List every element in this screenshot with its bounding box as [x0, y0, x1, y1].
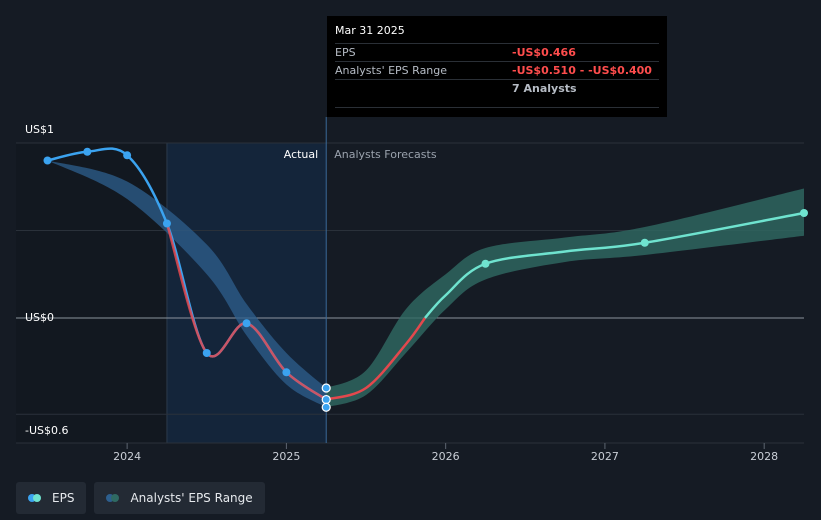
- eps-chart: US$1 US$0 -US$0.6 2024 2025 2026 2027 2028 Actua…: [16, 117, 808, 463]
- eps-point-3: [162, 219, 171, 228]
- eps-forecast-positive-line: [424, 211, 805, 319]
- tooltip-eps-row: EPS -US$0.466: [335, 43, 659, 61]
- eps-point-2: [123, 151, 132, 160]
- y-label-1: US$0: [25, 311, 54, 324]
- eps-dot-icon: [28, 494, 36, 502]
- eps-range-band-forecast: [326, 188, 804, 408]
- eps-point-5: [242, 319, 251, 328]
- y-label-2: -US$0.6: [25, 424, 69, 437]
- legend-eps-label: EPS: [52, 491, 75, 505]
- forecast-point-0: [481, 259, 490, 268]
- x-tick-label-2: 2026: [432, 450, 460, 463]
- tooltip-marker-1: [321, 394, 331, 405]
- legend-range[interactable]: Analysts' EPS Range: [94, 482, 265, 514]
- tooltip-eps-value: -US$0.466: [512, 46, 576, 59]
- y-label-0: US$1: [25, 123, 54, 136]
- tooltip-range-label: Analysts' EPS Range: [335, 64, 448, 77]
- legend-eps[interactable]: EPS: [16, 482, 87, 514]
- x-tick-label-0: 2024: [113, 450, 141, 463]
- x-tick-label-3: 2027: [591, 450, 619, 463]
- highlight-region: [166, 143, 327, 443]
- tooltip-marker-0: [321, 383, 331, 393]
- eps-range-band-past: [47, 160, 327, 408]
- forecast-point-2: [800, 209, 808, 217]
- tooltip-analysts-row: 7 Analysts: [335, 79, 659, 108]
- tooltip: Mar 31 2025 EPS -US$0.466 Analysts' EPS …: [327, 16, 667, 117]
- tooltip-analysts: 7 Analysts: [512, 82, 577, 95]
- x-tick-label-4: 2028: [750, 450, 778, 463]
- legend-range-label: Analysts' EPS Range: [130, 491, 253, 505]
- tooltip-range-value: -US$0.510 - -US$0.400: [512, 64, 652, 77]
- eps-point-6: [282, 368, 291, 377]
- forecast-point-1: [640, 238, 649, 247]
- range-forecast-dot-icon: [111, 494, 120, 502]
- eps-actual-negative-line: [165, 223, 327, 401]
- tooltip-range-row: Analysts' EPS Range -US$0.510 - -US$0.40…: [335, 61, 659, 79]
- tooltip-marker-2: [321, 402, 331, 412]
- x-tick-label-1: 2025: [272, 450, 300, 463]
- actual-label: Actual: [284, 148, 318, 161]
- range-legend-icon: [106, 494, 122, 502]
- eps-forecast-dot-icon: [33, 494, 41, 502]
- eps-point-1: [83, 147, 92, 156]
- range-dot-icon: [106, 494, 115, 502]
- tooltip-date: Mar 31 2025: [335, 24, 405, 37]
- legend: EPS Analysts' EPS Range: [16, 482, 265, 514]
- eps-point-0: [43, 156, 52, 165]
- eps-point-4: [202, 349, 211, 357]
- eps-forecast-negative-line: [325, 317, 426, 401]
- eps-legend-icon: [28, 494, 44, 502]
- tooltip-eps-label: EPS: [335, 46, 356, 59]
- forecast-label: Analysts Forecasts: [334, 148, 437, 161]
